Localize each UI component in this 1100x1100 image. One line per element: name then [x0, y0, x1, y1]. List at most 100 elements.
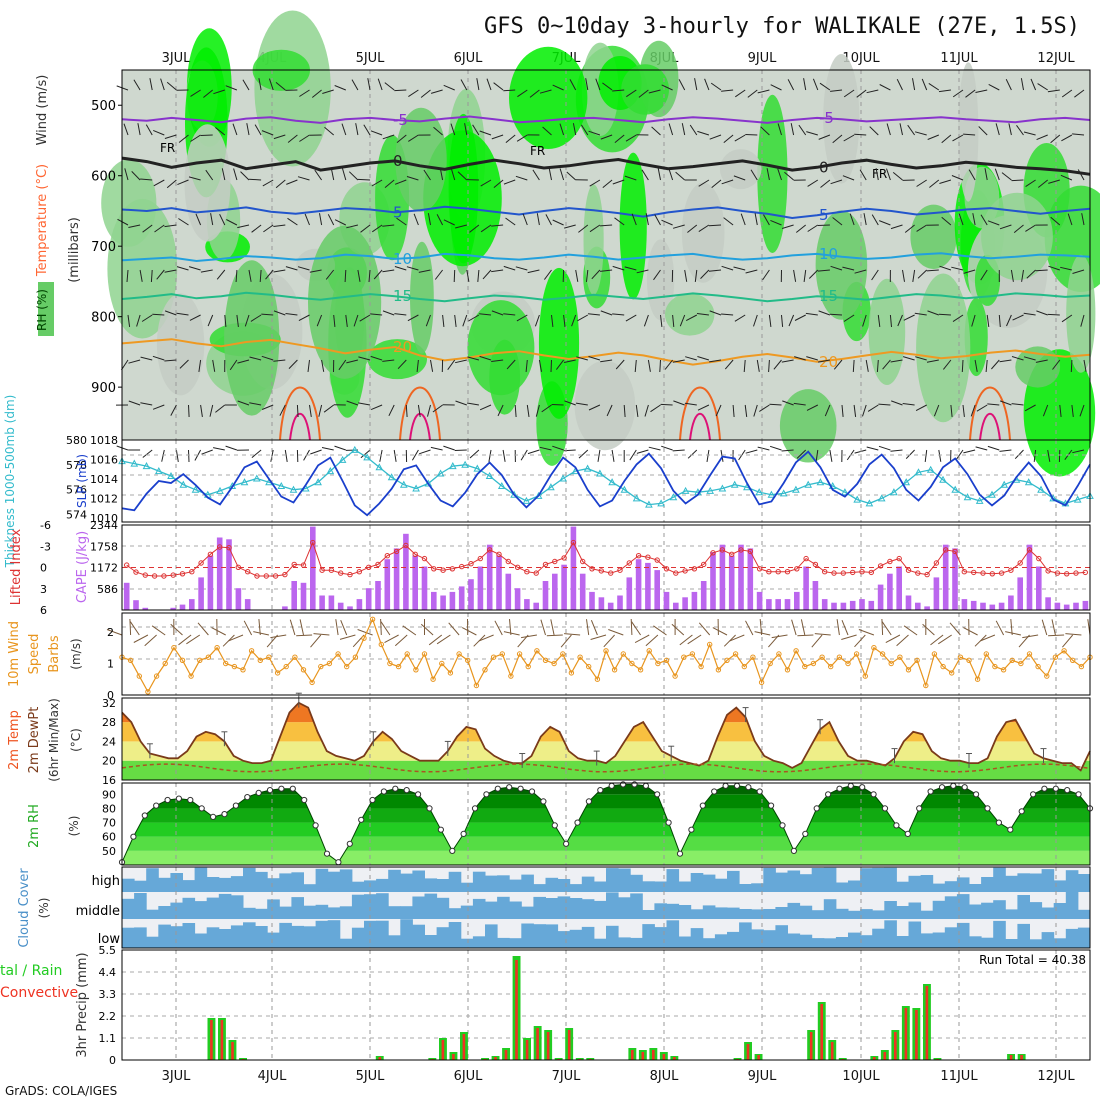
wind-barb: [394, 266, 407, 271]
wind-barb: [229, 359, 238, 371]
thickness-point: [645, 500, 653, 508]
wind-barb: [273, 359, 286, 362]
wind-barb: [1008, 123, 1012, 136]
precip-tick-label: 3.3: [99, 988, 117, 1001]
cloud-axis-label: Cloud Cover: [17, 868, 32, 948]
lifted-index-point: [514, 564, 521, 570]
wind-speed-point: [136, 673, 143, 679]
wind-barb: [952, 134, 964, 142]
cloud-bar: [920, 910, 934, 919]
lifted-index-point: [766, 569, 772, 575]
wind-barb: [806, 356, 818, 361]
wind-barb: [200, 269, 213, 273]
wind-barb-10m: [313, 633, 330, 636]
wind-barb: [164, 269, 177, 273]
lifted-index-point: [887, 558, 893, 565]
cape-bar: [356, 599, 363, 610]
wind-barb-10m: [1062, 634, 1074, 648]
cloud-bar: [182, 880, 196, 892]
wind-barb-10m: [836, 619, 840, 636]
wind-barb: [486, 78, 492, 91]
cloud-bar: [823, 938, 837, 948]
cape-bar: [328, 595, 335, 610]
temp-axis-label-3: (6hr Min/Max): [47, 698, 61, 782]
cape-bar: [431, 591, 437, 610]
wind-barb: [327, 214, 335, 226]
rh-point: [1041, 785, 1048, 792]
lifted-index-point: [338, 570, 344, 576]
thickness-point: [1073, 495, 1082, 503]
lifted-index-point: [952, 548, 958, 555]
isotherm-25-line: [969, 386, 1011, 441]
rh-blob: [619, 152, 647, 300]
panel-frame: [121, 439, 1091, 523]
cloud-bar: [690, 873, 704, 892]
wind-barb: [586, 269, 589, 282]
wind-barb: [355, 123, 359, 136]
cloud-bar: [630, 893, 643, 919]
wind-barb-10m: [564, 633, 581, 636]
wind-barb: [288, 359, 298, 369]
rh-blob: [489, 339, 521, 415]
wind-barb: [1025, 224, 1036, 232]
wind-barb: [641, 169, 649, 181]
wind-barb-10m: [133, 634, 149, 643]
rh-point: [130, 833, 137, 840]
wind-barb: [373, 269, 383, 280]
wind-barb-10m: [586, 619, 590, 636]
cloud-bar: [714, 907, 728, 919]
wind-barb: [128, 359, 141, 364]
cloud-bar: [775, 925, 788, 948]
wind-speed-point: [586, 663, 592, 670]
wind-barb: [333, 314, 336, 327]
wind-barb: [249, 356, 262, 361]
wind-barb: [145, 124, 153, 136]
lifted-index-point: [151, 573, 158, 579]
wind-barb: [503, 89, 516, 92]
wind-barb: [164, 310, 177, 316]
rh-point: [938, 784, 946, 791]
wind-barb: [346, 359, 359, 364]
lifted-index-point: [207, 551, 214, 557]
wind-barb-10m: [712, 627, 728, 636]
rh-point: [392, 785, 399, 792]
cape-bar: [859, 599, 865, 610]
wind-barb: [951, 266, 964, 271]
thickness-axis-label: Thickness 1000-500mb (dm): [3, 395, 17, 569]
wind-speed-point: [274, 670, 281, 676]
wind-barb: [740, 213, 746, 226]
wind-barb: [311, 89, 322, 98]
wind-barb: [298, 314, 310, 322]
wind-barb: [405, 404, 408, 418]
thickness-point: [191, 485, 200, 493]
cloud-bar: [170, 873, 183, 892]
wind-barb: [795, 224, 807, 233]
wind-barb-10m: [243, 620, 253, 636]
wind-barb: [275, 179, 286, 189]
cloud-bar: [509, 879, 522, 892]
wind-barb: [265, 269, 274, 280]
wind-barb: [697, 404, 710, 411]
wind-barb: [721, 89, 734, 92]
wind-barb: [832, 134, 843, 144]
wind-barb: [491, 134, 504, 140]
wind-barb: [273, 134, 286, 140]
wind-barb-10m: [339, 634, 356, 640]
wind-barb-10m: [335, 619, 339, 636]
wind-barb: [970, 404, 976, 417]
li-tick-label: 6: [40, 604, 47, 617]
precip-convective-bar: [220, 1020, 224, 1060]
cloud-bar: [630, 874, 643, 892]
cloud-bar: [291, 925, 304, 948]
cloud-bar: [835, 882, 849, 892]
wind-barb: [1072, 449, 1085, 454]
rh-blob: [646, 239, 675, 321]
precip-convective-bar: [915, 1010, 918, 1060]
wind-barb: [591, 269, 601, 280]
wind-barb-10m: [634, 634, 650, 644]
wind-barb: [262, 179, 274, 187]
rh-tick-label: 80: [102, 802, 116, 815]
wind-barb: [455, 400, 467, 406]
wind-barb: [467, 356, 480, 361]
wind-barb: [491, 310, 504, 316]
